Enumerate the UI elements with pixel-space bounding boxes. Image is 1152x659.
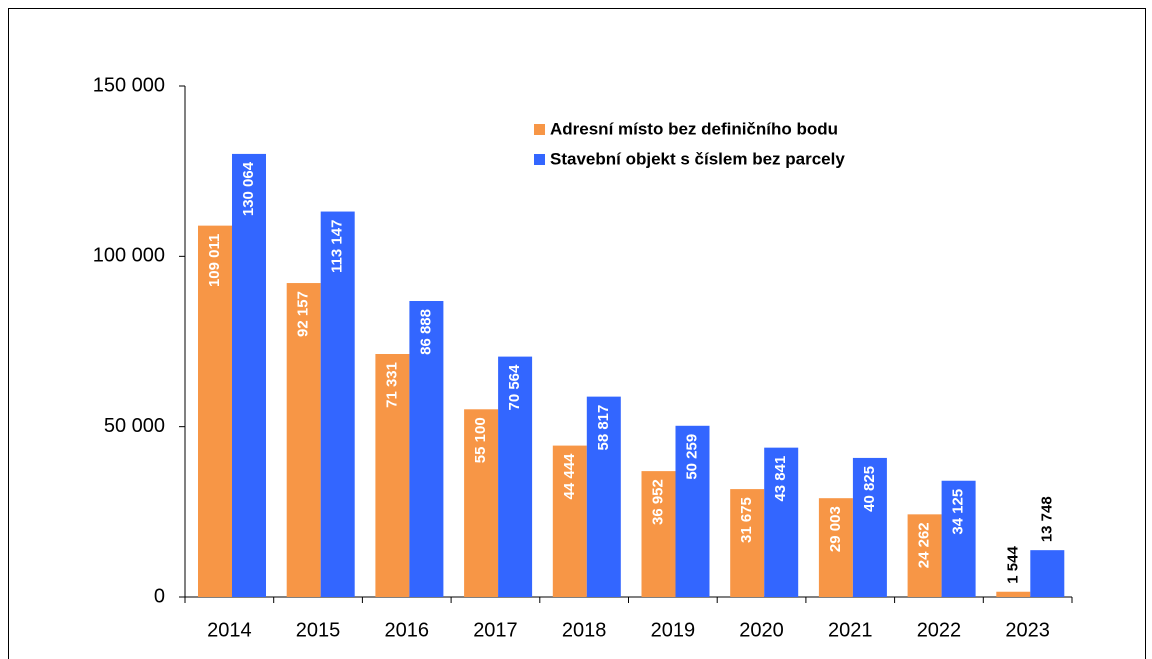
bar [498, 356, 533, 597]
x-tick-label: 2015 [296, 619, 341, 641]
bar [464, 409, 499, 597]
value-label: 44 444 [561, 453, 578, 500]
x-tick-label: 2022 [917, 619, 962, 641]
value-label: 130 064 [240, 161, 257, 216]
bar [586, 396, 621, 597]
value-label: 50 259 [683, 434, 700, 480]
bar [552, 445, 587, 597]
x-tick-label: 2020 [739, 619, 784, 641]
bar [818, 498, 853, 597]
bar [907, 514, 942, 597]
value-label: 36 952 [649, 479, 666, 525]
y-tick-label: 100 000 [93, 245, 165, 267]
value-label: 109 011 [206, 234, 223, 287]
value-label: 29 003 [827, 506, 844, 552]
legend-label: Stavební objekt s číslem bez parcely [550, 149, 845, 168]
value-label: 43 841 [772, 456, 789, 502]
value-label: 55 100 [472, 417, 489, 463]
bar [286, 283, 321, 597]
bar [198, 225, 232, 597]
x-tick-label: 2019 [651, 619, 696, 641]
bar [996, 591, 1031, 597]
bar [409, 301, 444, 597]
x-tick-label: 2023 [1005, 619, 1050, 641]
bar [675, 425, 710, 597]
bar [641, 471, 676, 597]
x-tick-label: 2018 [562, 619, 607, 641]
value-label: 113 147 [329, 220, 346, 273]
value-label: 34 125 [950, 489, 967, 535]
value-label: 40 825 [861, 466, 878, 512]
x-tick-label: 2016 [385, 619, 430, 641]
legend-swatch [534, 154, 545, 165]
legend-label: Adresní místo bez definičního bodu [550, 119, 838, 138]
x-tick-label: 2017 [473, 619, 518, 641]
y-tick-label: 150 000 [93, 74, 165, 96]
bar [375, 353, 410, 597]
value-label: 24 262 [916, 522, 933, 568]
bar [730, 489, 765, 597]
x-tick-label: 2021 [828, 619, 873, 641]
bar [1030, 550, 1065, 597]
value-label: 13 748 [1038, 496, 1055, 542]
bar [232, 153, 266, 597]
legend-swatch [534, 124, 545, 135]
value-label: 1 544 [1004, 546, 1021, 584]
bar [320, 211, 355, 597]
bar [941, 480, 976, 597]
bar [852, 457, 887, 597]
value-label: 58 817 [595, 405, 612, 451]
value-label: 92 157 [295, 291, 312, 337]
value-label: 70 564 [506, 364, 523, 411]
x-tick-label: 2014 [207, 619, 252, 641]
bar [764, 447, 799, 597]
value-label: 31 675 [738, 497, 755, 543]
y-tick-label: 50 000 [104, 415, 165, 437]
value-label: 86 888 [417, 309, 434, 355]
value-label: 71 331 [383, 362, 400, 408]
y-tick-label: 0 [154, 585, 165, 607]
